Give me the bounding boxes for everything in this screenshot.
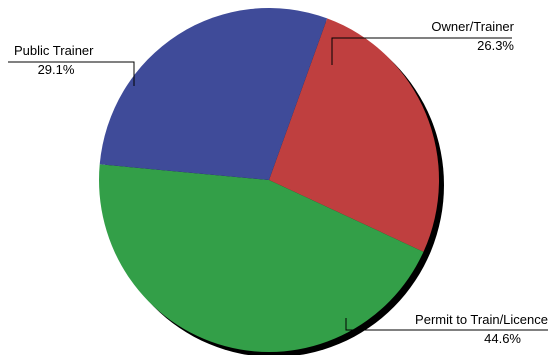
slice-value-permit-to-train-licence: 44.6%: [484, 331, 521, 346]
leader-line-public-trainer: [8, 61, 135, 86]
leader-lines: [8, 37, 548, 331]
slice-label-group-public-trainer: Public Trainer 29.1%: [14, 43, 94, 77]
pie-slices: [98, 7, 440, 353]
leader-line-permit-to-train-licence: [345, 318, 548, 331]
slice-value-owner-trainer: 26.3%: [477, 38, 514, 53]
slice-label-group-permit-to-train-licence: Permit to Train/Licence 44.6%: [415, 312, 548, 346]
pie-slice-permit-to-train-licence: [98, 164, 424, 353]
slice-value-public-trainer: 29.1%: [38, 62, 75, 77]
pie-slice-owner-trainer: [269, 18, 440, 252]
slice-label-group-owner-trainer: Owner/Trainer 26.3%: [431, 19, 514, 53]
leader-line-owner-trainer: [331, 37, 512, 65]
slice-label-permit-to-train-licence: Permit to Train/Licence: [415, 312, 548, 327]
slice-label-owner-trainer: Owner/Trainer: [431, 19, 514, 34]
slice-label-public-trainer: Public Trainer: [14, 43, 94, 58]
pie-slice-public-trainer: [99, 7, 328, 180]
